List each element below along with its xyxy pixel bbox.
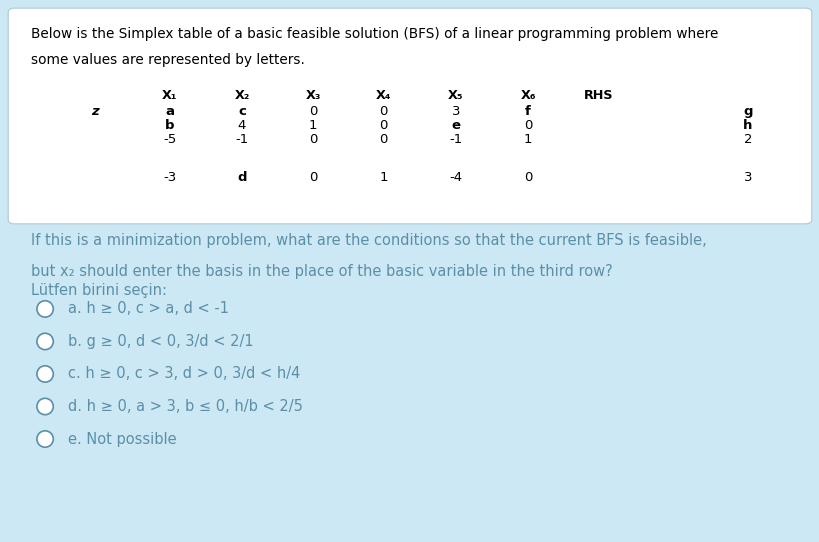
Text: b. g ≥ 0, d < 0, 3/d < 2/1: b. g ≥ 0, d < 0, 3/d < 2/1: [68, 334, 253, 349]
Text: 2: 2: [743, 133, 751, 146]
Text: 0: 0: [523, 171, 532, 184]
Text: a: a: [165, 105, 174, 118]
Text: c. h ≥ 0, c > 3, d > 0, 3/d < h/4: c. h ≥ 0, c > 3, d > 0, 3/d < h/4: [68, 366, 300, 382]
Text: 0: 0: [379, 105, 387, 118]
Text: -5: -5: [163, 133, 176, 146]
Text: 1: 1: [523, 133, 532, 146]
Text: 0: 0: [309, 133, 317, 146]
Text: g: g: [742, 105, 752, 118]
Text: -4: -4: [449, 171, 462, 184]
Text: RHS: RHS: [583, 89, 613, 101]
Text: 3: 3: [451, 105, 459, 118]
Text: X₁: X₁: [162, 89, 177, 101]
Text: -1: -1: [449, 133, 462, 146]
Text: 0: 0: [379, 119, 387, 132]
Text: but x₂ should enter the basis in the place of the basic variable in the third ro: but x₂ should enter the basis in the pla…: [31, 264, 612, 280]
Text: X₄: X₄: [376, 89, 391, 101]
Text: -3: -3: [163, 171, 176, 184]
Text: b: b: [165, 119, 174, 132]
Text: -1: -1: [235, 133, 248, 146]
Text: e. Not possible: e. Not possible: [68, 431, 176, 447]
Text: If this is a minimization problem, what are the conditions so that the current B: If this is a minimization problem, what …: [31, 233, 706, 248]
Text: 1: 1: [379, 171, 387, 184]
Text: f: f: [524, 105, 531, 118]
Text: Below is the Simplex table of a basic feasible solution (BFS) of a linear progra: Below is the Simplex table of a basic fe…: [31, 27, 717, 41]
Text: z: z: [91, 105, 99, 118]
Text: X₃: X₃: [305, 89, 320, 101]
Text: 3: 3: [743, 171, 751, 184]
Text: X₅: X₅: [448, 89, 463, 101]
Text: 4: 4: [238, 119, 246, 132]
Text: d: d: [237, 171, 247, 184]
Text: X₆: X₆: [520, 89, 535, 101]
Text: 1: 1: [309, 119, 317, 132]
Text: 0: 0: [379, 133, 387, 146]
Text: h: h: [742, 119, 752, 132]
Text: e: e: [451, 119, 459, 132]
Text: some values are represented by letters.: some values are represented by letters.: [31, 53, 305, 67]
Text: 0: 0: [309, 105, 317, 118]
Text: 0: 0: [309, 171, 317, 184]
Text: 0: 0: [523, 119, 532, 132]
Text: c: c: [238, 105, 246, 118]
Text: Lütfen birini seçin:: Lütfen birini seçin:: [31, 283, 167, 298]
Text: X₂: X₂: [234, 89, 249, 101]
Text: a. h ≥ 0, c > a, d < -1: a. h ≥ 0, c > a, d < -1: [68, 301, 229, 317]
Text: d. h ≥ 0, a > 3, b ≤ 0, h/b < 2/5: d. h ≥ 0, a > 3, b ≤ 0, h/b < 2/5: [68, 399, 302, 414]
